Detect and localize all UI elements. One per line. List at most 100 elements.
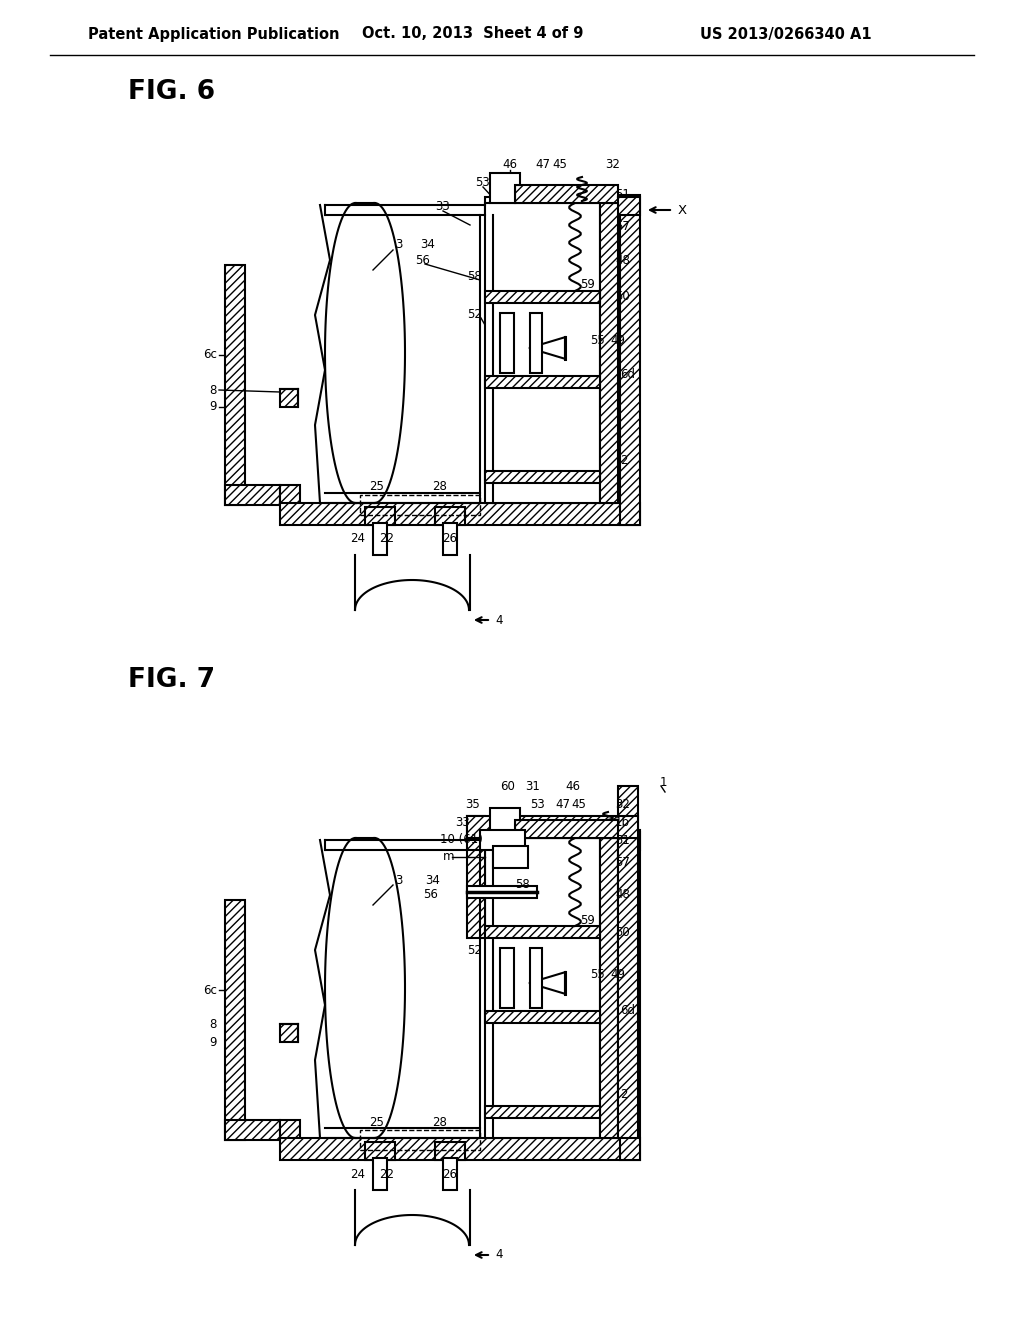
Bar [467, 816, 485, 939]
Text: 52: 52 [467, 309, 482, 322]
Text: 59: 59 [580, 279, 595, 292]
Text: US 2013/0266340 A1: US 2013/0266340 A1 [700, 26, 871, 41]
Bar [500, 948, 514, 1008]
Bar [373, 523, 387, 554]
Text: m: m [443, 850, 455, 863]
Text: 25: 25 [370, 480, 384, 494]
Bar [225, 900, 245, 1140]
Text: 6d: 6d [620, 368, 635, 381]
Text: 45: 45 [571, 799, 586, 812]
Bar [365, 507, 395, 525]
Bar [280, 1024, 298, 1041]
Bar [485, 376, 600, 388]
Bar [443, 1158, 457, 1191]
Bar [620, 195, 640, 525]
Text: 6d: 6d [620, 1003, 635, 1016]
Text: 26: 26 [442, 1167, 458, 1180]
Bar [485, 832, 640, 850]
Bar [360, 1130, 480, 1150]
Text: 58: 58 [467, 271, 481, 284]
Bar [485, 471, 600, 483]
Text: 6c: 6c [203, 348, 217, 362]
Polygon shape [529, 337, 565, 359]
Text: 47: 47 [555, 799, 570, 812]
Text: 9: 9 [210, 1035, 217, 1048]
Bar [280, 389, 298, 407]
Bar [600, 203, 618, 503]
Bar [485, 290, 600, 304]
Text: 35: 35 [465, 799, 480, 812]
Text: 22: 22 [380, 532, 394, 545]
Text: 46: 46 [503, 158, 517, 172]
Text: 58: 58 [515, 879, 529, 891]
Polygon shape [529, 973, 565, 994]
Text: 9: 9 [210, 400, 217, 413]
Text: 56: 56 [415, 253, 430, 267]
Text: 31: 31 [525, 780, 540, 792]
Text: 24: 24 [350, 1167, 366, 1180]
Text: 34: 34 [425, 874, 440, 887]
Text: 3: 3 [395, 874, 402, 887]
Text: FIG. 6: FIG. 6 [128, 79, 215, 106]
Text: Oct. 10, 2013  Sheet 4 of 9: Oct. 10, 2013 Sheet 4 of 9 [362, 26, 584, 41]
Bar [515, 185, 618, 203]
Text: 3: 3 [395, 239, 402, 252]
Bar [485, 203, 600, 503]
Text: 47: 47 [535, 158, 550, 172]
Text: FIG. 7: FIG. 7 [128, 667, 215, 693]
Text: 6c: 6c [203, 983, 217, 997]
Bar [225, 1119, 280, 1140]
Text: 4: 4 [495, 614, 503, 627]
Bar [493, 846, 528, 869]
Text: 59: 59 [580, 913, 595, 927]
Text: 22: 22 [380, 1167, 394, 1180]
Polygon shape [490, 173, 520, 203]
Text: 33: 33 [455, 816, 470, 829]
Text: 55: 55 [590, 334, 605, 346]
Text: 33: 33 [435, 201, 450, 214]
Text: 2: 2 [620, 1089, 628, 1101]
Bar [500, 313, 514, 374]
Text: 1b: 1b [615, 816, 630, 829]
Text: 32: 32 [615, 799, 630, 812]
Bar [600, 838, 618, 1138]
Text: Patent Application Publication: Patent Application Publication [88, 26, 340, 41]
Bar [485, 927, 600, 939]
Text: 25: 25 [370, 1115, 384, 1129]
Bar [365, 1142, 395, 1160]
Text: 53: 53 [475, 177, 489, 190]
Bar [435, 1142, 465, 1160]
Bar [280, 503, 640, 525]
Bar [485, 1011, 600, 1023]
Text: 28: 28 [432, 480, 447, 494]
Text: X: X [678, 203, 687, 216]
Text: 57: 57 [615, 855, 630, 869]
Text: 57: 57 [615, 220, 630, 234]
Bar [467, 816, 638, 838]
Bar [373, 1158, 387, 1191]
Text: 10 (61): 10 (61) [440, 833, 483, 846]
Text: 48: 48 [615, 888, 630, 902]
Bar [225, 484, 280, 506]
Text: 50: 50 [615, 290, 630, 304]
Text: 28: 28 [432, 1115, 447, 1129]
Bar [530, 948, 542, 1008]
Bar [485, 838, 600, 1138]
Text: 1: 1 [660, 776, 668, 789]
Bar [480, 830, 525, 850]
Text: 56: 56 [423, 888, 438, 902]
Bar [225, 265, 245, 506]
Bar [485, 197, 640, 215]
Text: 55: 55 [590, 969, 605, 982]
Bar [280, 1138, 640, 1160]
Bar [435, 507, 465, 525]
Text: 49: 49 [610, 969, 625, 982]
Bar [530, 313, 542, 374]
Text: 34: 34 [420, 239, 435, 252]
Text: 52: 52 [467, 944, 482, 957]
Text: 4: 4 [495, 1249, 503, 1262]
Bar [280, 1119, 300, 1140]
Bar [280, 484, 300, 506]
Text: 51: 51 [615, 833, 630, 846]
Text: 2: 2 [620, 454, 628, 466]
